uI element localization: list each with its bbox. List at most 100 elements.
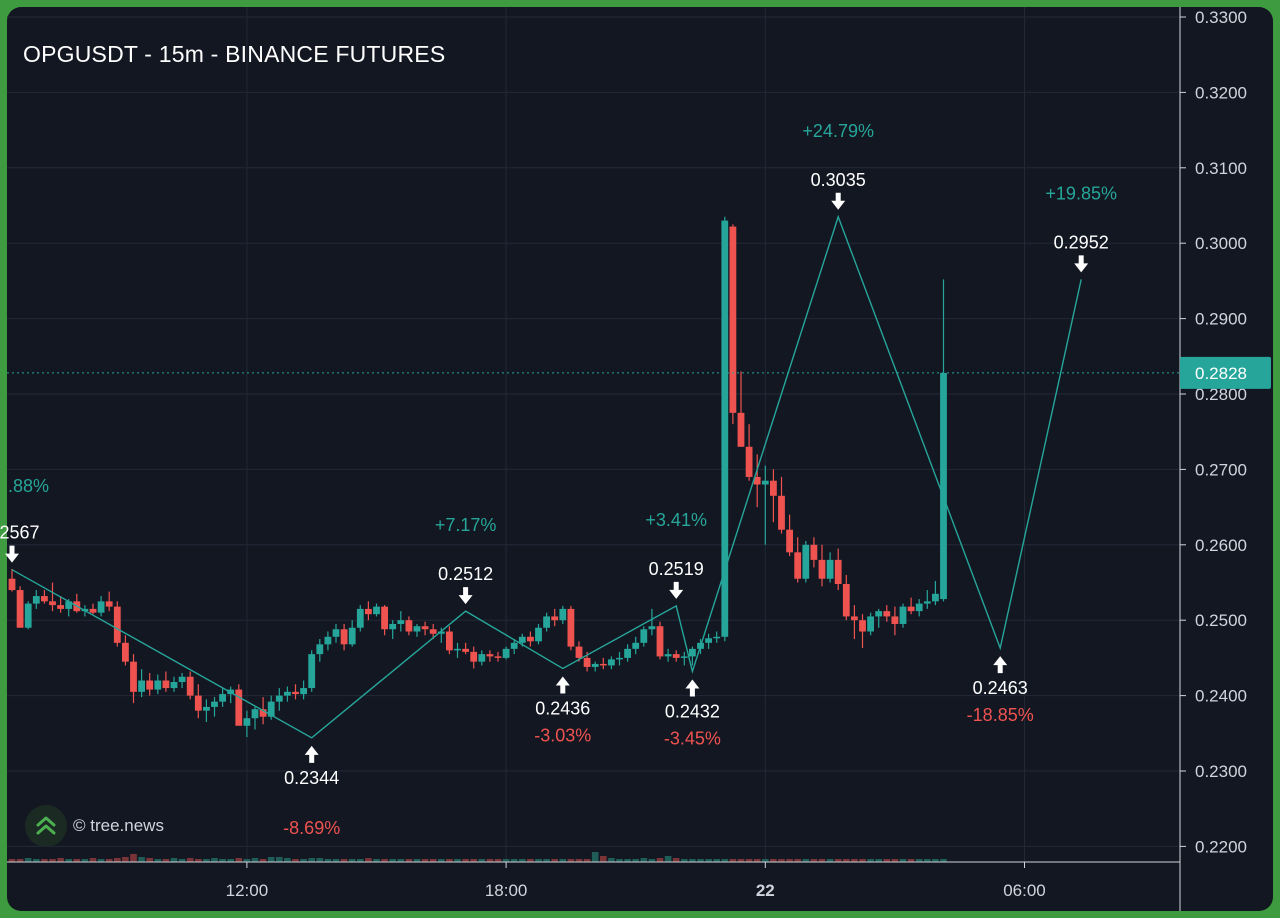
y-tick-label: 0.3300	[1195, 8, 1247, 27]
candle-body	[348, 627, 356, 645]
volume-bar	[122, 857, 129, 862]
volume-bar	[16, 859, 24, 862]
volume-bar	[235, 858, 243, 862]
candle-body	[324, 636, 332, 645]
candle-body	[413, 626, 421, 632]
candle-body	[292, 691, 299, 695]
volume-bar	[243, 859, 251, 862]
candle-body	[640, 629, 648, 643]
volume-bar	[753, 859, 761, 862]
candle-body	[567, 608, 575, 647]
candle-body	[680, 656, 688, 658]
candle-body	[575, 646, 583, 658]
volume-bar	[575, 859, 583, 862]
volume-bar	[267, 857, 275, 862]
swing-low-arrow-icon	[993, 656, 1008, 674]
candle-body	[559, 608, 567, 621]
volume-bar	[834, 859, 842, 862]
candle-body	[859, 620, 866, 632]
volume-bar	[519, 859, 526, 862]
candle-body	[365, 608, 372, 615]
volume-bar	[211, 858, 218, 862]
candle-body	[551, 616, 559, 621]
volume-bar	[527, 859, 534, 862]
candle-body	[57, 605, 64, 609]
candle-body	[599, 663, 607, 666]
volume-bar	[130, 854, 137, 862]
watermark: © tree.news	[25, 804, 164, 848]
candle-body	[24, 603, 32, 628]
volume-bar	[97, 859, 105, 862]
volume-bar	[49, 859, 56, 862]
candle-body	[713, 636, 721, 639]
volume-bar	[770, 859, 777, 862]
candle-body	[162, 680, 170, 689]
candle-body	[470, 651, 478, 662]
candle-body	[65, 601, 73, 609]
volume-bar	[640, 858, 648, 862]
volume-bar	[146, 858, 153, 862]
candle-body	[194, 695, 202, 711]
candle-body	[235, 689, 243, 726]
volume-bar	[851, 859, 858, 862]
candle-body	[300, 688, 307, 695]
swing-low-price-label: 0.2344	[284, 768, 339, 788]
volume-bar	[737, 859, 745, 862]
volume-bar	[340, 859, 348, 862]
volume-bar	[429, 859, 437, 862]
volume-bar	[284, 858, 291, 862]
swing-high-arrow-icon	[5, 545, 19, 563]
swing-low-arrow-icon	[685, 679, 700, 697]
candle-body	[940, 372, 947, 600]
volume-bar	[672, 858, 680, 862]
swing-change-label: -3.45%	[664, 728, 721, 748]
candle-body	[41, 596, 48, 602]
volume-bar	[794, 859, 801, 862]
candle-body	[381, 606, 388, 630]
candle-body	[907, 606, 915, 612]
candle-body	[648, 626, 656, 630]
volume-bar	[81, 859, 89, 862]
volume-bar	[162, 859, 170, 862]
volume-bar	[186, 858, 194, 862]
x-tick-label: 06:00	[1003, 881, 1046, 900]
volume-bar	[41, 859, 48, 862]
candle-body	[753, 476, 761, 485]
y-tick-label: 0.2300	[1195, 762, 1247, 781]
volume-bar	[502, 859, 510, 862]
candle-body	[818, 559, 826, 579]
candle-body	[219, 694, 226, 702]
y-axis-ticks: 0.3300 0.3200 0.3100 0.3000 0.2900 0.2800 0.27…	[1180, 8, 1247, 856]
candle-body	[356, 608, 364, 628]
swing-high-price-label: 0.2952	[1054, 232, 1109, 252]
candle-body	[867, 616, 874, 632]
volume-bar	[178, 859, 186, 862]
volume-bar	[826, 859, 834, 862]
volume-bar	[316, 858, 324, 862]
candles	[8, 216, 947, 738]
volume-bar	[567, 859, 575, 862]
candle-body	[405, 620, 413, 632]
volume-bar	[365, 858, 372, 862]
candle-body	[178, 676, 186, 683]
candle-body	[8, 578, 16, 591]
volume-bar	[73, 859, 81, 862]
volume-bar	[462, 859, 469, 862]
candle-body	[899, 606, 907, 624]
swing-change-label: +7.17%	[435, 515, 497, 535]
swing-high-price-label: 0.2519	[649, 559, 704, 579]
candle-body	[672, 654, 680, 658]
volume-bar	[891, 859, 899, 862]
volume-bar	[357, 859, 364, 862]
volume-bar	[227, 859, 234, 862]
swing-change-label: -18.85%	[967, 705, 1034, 725]
volume-bar	[470, 859, 477, 862]
candle-body	[113, 606, 121, 643]
watermark-text: © tree.news	[73, 816, 164, 835]
volume-bar	[454, 859, 461, 862]
candle-body	[891, 616, 899, 624]
swing-low-arrow-icon	[555, 676, 570, 694]
volume-bar	[859, 859, 866, 862]
candle-body	[543, 616, 550, 628]
